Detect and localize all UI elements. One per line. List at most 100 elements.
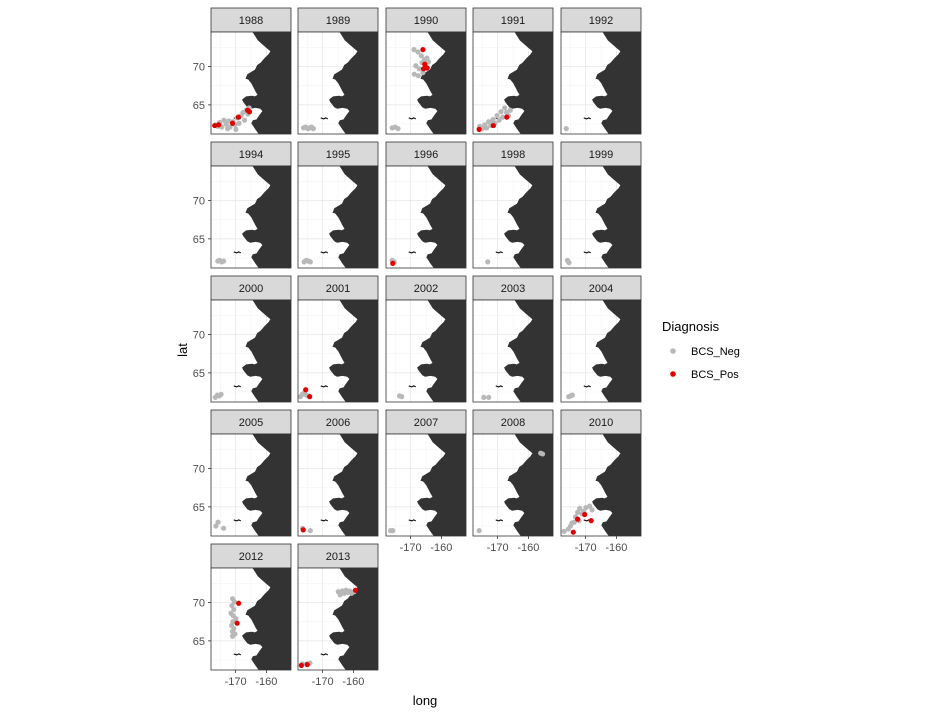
data-point-neg xyxy=(229,633,236,639)
data-point-neg xyxy=(390,528,396,534)
data-point-neg xyxy=(587,503,593,509)
facet-strip xyxy=(297,543,379,569)
panel-border xyxy=(472,299,554,403)
panel-clip-group xyxy=(298,300,378,402)
panel-border xyxy=(385,433,467,537)
panel-clip-group xyxy=(561,300,641,402)
land-mass xyxy=(242,568,291,670)
data-point-neg xyxy=(221,117,227,123)
panel-clip-group xyxy=(298,568,378,670)
y-tick-label: 70 xyxy=(193,598,205,610)
land-mass xyxy=(504,300,553,402)
facet-panel-2012: 2012 65 70 -170 -160 xyxy=(193,543,292,688)
st-lawrence-island xyxy=(495,385,504,388)
panel-clip-group xyxy=(211,32,291,134)
panel-border xyxy=(472,31,554,135)
panel-border xyxy=(297,31,379,135)
data-point-neg xyxy=(310,126,316,132)
land-mass xyxy=(242,300,291,402)
panel-border xyxy=(210,31,292,135)
st-lawrence-island xyxy=(233,251,242,254)
facet-strip-label: 1998 xyxy=(501,149,525,161)
data-point-neg xyxy=(413,63,419,69)
data-point-neg xyxy=(494,112,500,119)
facet-panel-2002: 2002 xyxy=(385,275,467,403)
facet-strip-label: 1992 xyxy=(589,15,613,27)
data-point-neg xyxy=(577,505,583,511)
data-point-neg xyxy=(236,120,242,126)
facet-strip xyxy=(210,7,292,33)
facet-panel-2010: 2010 -170 -160 xyxy=(560,409,642,554)
panel-clip-group xyxy=(561,434,641,536)
panel-clip-group xyxy=(211,166,291,268)
x-tick-label: -170 xyxy=(312,676,334,688)
facet-strip xyxy=(385,275,467,301)
data-point-neg xyxy=(415,49,421,55)
panel-border xyxy=(210,567,292,671)
facet-strip xyxy=(472,7,554,33)
data-point-neg xyxy=(418,53,424,59)
st-lawrence-island xyxy=(320,385,329,388)
y-tick-label: 65 xyxy=(193,100,205,112)
facet-strip-label: 1995 xyxy=(326,149,350,161)
data-point-neg xyxy=(569,392,575,398)
facet-strip xyxy=(210,543,292,569)
land-mass xyxy=(504,434,553,536)
legend: Diagnosis BCS_Neg BCS_Pos xyxy=(662,319,740,381)
y-tick-label: 70 xyxy=(193,62,205,74)
data-point-neg xyxy=(416,66,422,72)
st-lawrence-island xyxy=(320,653,329,656)
land-mass xyxy=(417,434,466,536)
data-point-pos xyxy=(236,600,242,606)
data-point-pos xyxy=(420,47,426,53)
facet-strip xyxy=(472,275,554,301)
facet-panel-1996: 1996 xyxy=(385,141,467,269)
st-lawrence-island xyxy=(408,251,417,254)
facet-strip xyxy=(385,141,467,167)
x-tick-label: -160 xyxy=(342,676,364,688)
facet-strip-label: 2004 xyxy=(589,283,613,295)
data-point-neg xyxy=(231,606,237,613)
data-point-pos xyxy=(422,61,428,67)
panel-clip-group xyxy=(473,300,553,402)
facet-panel-1995: 1995 xyxy=(297,141,379,269)
facet-strip-label: 2007 xyxy=(414,417,438,429)
facet-panel-2003: 2003 xyxy=(472,275,554,403)
facet-panel-2013: 2013 -170 -160 xyxy=(297,543,379,688)
y-axis-title: lat xyxy=(175,343,190,357)
panel-border xyxy=(385,165,467,269)
facet-panel-2000: 2000 65 70 xyxy=(193,275,292,403)
land-mass xyxy=(417,32,466,134)
data-point-pos xyxy=(476,126,482,132)
panel-border xyxy=(560,299,642,403)
facet-panel-1990: 1990 xyxy=(385,7,467,135)
panel-clip-group xyxy=(298,434,378,536)
data-point-neg xyxy=(221,258,227,264)
data-point-pos xyxy=(575,516,581,522)
data-point-pos xyxy=(298,662,304,668)
panel-border xyxy=(210,433,292,537)
panel-clip-group xyxy=(386,32,466,134)
data-point-neg xyxy=(415,73,421,79)
land-mass xyxy=(592,300,641,402)
land-mass xyxy=(329,166,378,268)
facet-strip-label: 2003 xyxy=(501,283,525,295)
facet-strip xyxy=(472,141,554,167)
panel-border xyxy=(210,299,292,403)
land-mass xyxy=(242,434,291,536)
y-tick-label: 65 xyxy=(193,234,205,246)
st-lawrence-island xyxy=(233,653,242,656)
facet-strip xyxy=(210,409,292,435)
st-lawrence-island xyxy=(233,519,242,522)
x-tick-label: -170 xyxy=(225,676,247,688)
data-point-neg xyxy=(399,394,405,400)
x-tick-label: -170 xyxy=(575,542,597,554)
panel-clip-group xyxy=(211,568,291,670)
st-lawrence-island xyxy=(320,117,329,120)
panel-border xyxy=(472,433,554,537)
panel-clip-group xyxy=(473,166,553,268)
data-point-neg xyxy=(213,523,219,529)
data-point-neg xyxy=(233,126,239,132)
st-lawrence-island xyxy=(583,117,592,120)
data-point-pos xyxy=(300,527,306,533)
